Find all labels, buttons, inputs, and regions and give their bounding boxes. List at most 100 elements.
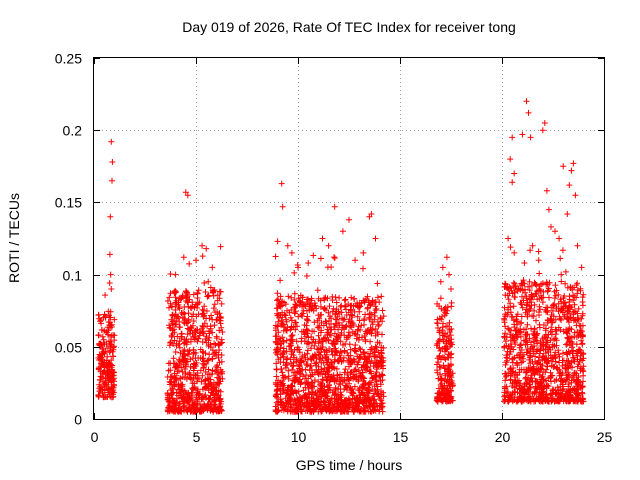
data-point bbox=[95, 332, 102, 338]
data-point bbox=[507, 341, 514, 347]
data-point bbox=[283, 348, 290, 355]
data-point bbox=[563, 326, 570, 333]
data-point bbox=[546, 344, 553, 351]
data-point bbox=[207, 395, 213, 402]
data-point bbox=[574, 350, 581, 357]
data-point bbox=[181, 402, 188, 409]
y-tick-label: 0.2 bbox=[63, 123, 83, 139]
data-point bbox=[166, 408, 173, 415]
data-point bbox=[351, 295, 358, 302]
data-point bbox=[288, 317, 295, 324]
data-point bbox=[278, 322, 285, 329]
data-point bbox=[357, 326, 364, 333]
data-point bbox=[324, 361, 331, 368]
data-point bbox=[526, 335, 533, 342]
data-point bbox=[338, 374, 345, 381]
data-point bbox=[339, 228, 346, 235]
data-point bbox=[536, 350, 543, 357]
data-point bbox=[374, 280, 381, 287]
data-point bbox=[441, 345, 448, 352]
data-point bbox=[510, 303, 517, 310]
data-point bbox=[181, 351, 188, 358]
data-point bbox=[510, 355, 517, 362]
data-point bbox=[108, 341, 115, 348]
data-point bbox=[562, 299, 569, 306]
y-axis-label: ROTI / TECUs bbox=[6, 193, 22, 283]
data-point bbox=[578, 315, 585, 322]
data-point bbox=[288, 387, 295, 394]
data-point bbox=[182, 391, 189, 398]
data-point bbox=[434, 340, 441, 347]
data-point bbox=[363, 403, 370, 410]
data-point bbox=[505, 235, 512, 242]
data-point bbox=[304, 362, 311, 369]
data-point bbox=[536, 312, 542, 318]
data-point bbox=[200, 330, 207, 337]
data-point bbox=[343, 401, 350, 408]
data-point bbox=[541, 120, 548, 126]
data-point bbox=[275, 377, 282, 384]
data-point bbox=[507, 331, 514, 338]
data-point bbox=[525, 109, 532, 116]
data-point bbox=[337, 303, 344, 310]
data-point bbox=[566, 302, 573, 309]
data-point bbox=[99, 345, 106, 352]
data-point bbox=[357, 303, 364, 310]
data-point bbox=[176, 368, 182, 374]
data-point bbox=[341, 347, 348, 354]
data-point bbox=[561, 313, 568, 320]
data-point bbox=[541, 383, 548, 390]
data-point bbox=[541, 394, 547, 401]
data-point bbox=[524, 346, 531, 352]
data-point bbox=[291, 290, 298, 297]
data-point bbox=[330, 324, 337, 330]
data-point bbox=[166, 294, 173, 301]
data-point bbox=[516, 366, 523, 373]
data-point bbox=[572, 192, 579, 199]
x-tick-label: 5 bbox=[193, 429, 201, 445]
data-point bbox=[349, 400, 356, 407]
data-point bbox=[335, 326, 342, 333]
data-point bbox=[355, 336, 362, 343]
data-point bbox=[361, 316, 368, 322]
data-point bbox=[579, 310, 586, 317]
data-point bbox=[526, 307, 533, 314]
data-point bbox=[354, 399, 361, 406]
data-point bbox=[172, 363, 179, 370]
data-point bbox=[165, 398, 172, 405]
data-point bbox=[557, 315, 564, 322]
data-point bbox=[199, 339, 206, 345]
data-point bbox=[442, 392, 449, 398]
data-point bbox=[335, 319, 342, 326]
data-point bbox=[507, 376, 514, 383]
data-point bbox=[365, 380, 372, 387]
data-point bbox=[572, 316, 579, 323]
data-point bbox=[509, 134, 516, 141]
data-point bbox=[109, 362, 116, 369]
data-point bbox=[194, 300, 201, 307]
data-point bbox=[299, 313, 306, 320]
data-point bbox=[187, 363, 194, 370]
data-point bbox=[379, 354, 386, 361]
data-point bbox=[204, 357, 211, 364]
data-point bbox=[101, 311, 108, 318]
data-point bbox=[328, 315, 335, 322]
data-point bbox=[544, 288, 551, 295]
data-point bbox=[376, 408, 383, 415]
data-point bbox=[273, 346, 279, 353]
data-point bbox=[524, 311, 531, 318]
x-tick-label: 10 bbox=[291, 429, 307, 445]
data-point bbox=[191, 401, 198, 408]
data-points bbox=[95, 98, 587, 415]
data-point bbox=[557, 255, 564, 262]
data-point bbox=[374, 329, 381, 336]
data-point bbox=[513, 318, 520, 325]
data-point bbox=[217, 243, 224, 250]
data-point bbox=[310, 398, 317, 405]
data-point bbox=[340, 399, 347, 406]
data-point bbox=[323, 347, 329, 354]
data-point bbox=[352, 405, 359, 412]
data-point bbox=[181, 407, 187, 414]
data-point bbox=[364, 387, 371, 394]
data-point bbox=[180, 350, 187, 357]
